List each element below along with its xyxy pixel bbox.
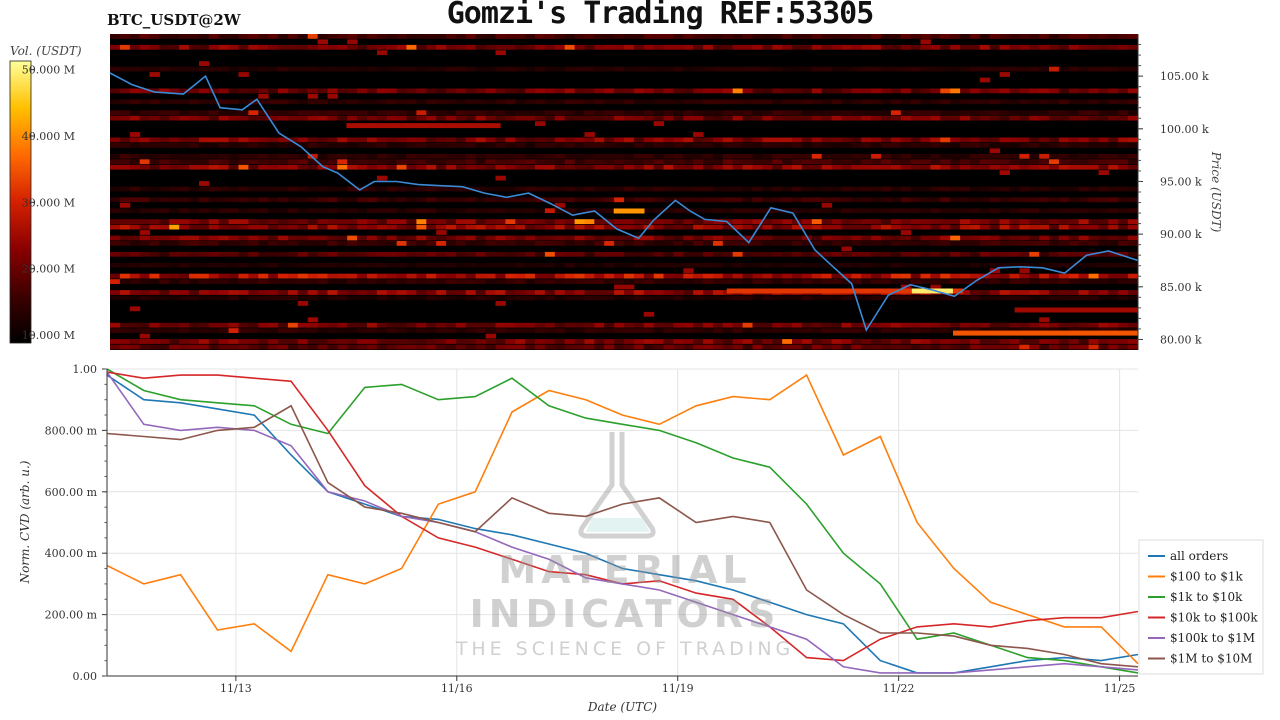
price-tick-label: 95.00 k <box>1160 175 1202 188</box>
cvd-y-tick-label: 800.00 m <box>45 424 98 437</box>
legend-label: $10k to $100k <box>1170 611 1258 625</box>
heatmap-cells <box>110 34 1139 350</box>
cvd-line--100-to-1k <box>106 373 1139 665</box>
legend-label: $100 to $1k <box>1170 570 1243 584</box>
cvd-line--1k-to-10k <box>106 368 1139 674</box>
chart-subtitle: BTC_USDT@2W <box>107 11 241 29</box>
chart-title: Gomzi's Trading REF:53305 <box>446 0 875 31</box>
legend-label: all orders <box>1170 549 1228 563</box>
cvd-x-tick-label: 11/16 <box>441 682 473 695</box>
price-tick-label: 100.00 k <box>1160 123 1209 136</box>
cvd-panel: 0.00 200.00 m 400.00 m 600.00 m 800.00 m 1.00… <box>18 363 1264 714</box>
cvd-x-tick-label: 11/19 <box>662 682 694 695</box>
watermark-flask-icon <box>578 432 656 539</box>
colorbar-title: Vol. (USDT) <box>10 44 82 58</box>
colorbar-tick-label: 20.000 M <box>22 263 75 276</box>
cvd-x-tick-label: 11/25 <box>1104 682 1136 695</box>
price-tick-label: 90.00 k <box>1160 228 1202 241</box>
legend-label: $1M to $10M <box>1170 652 1252 666</box>
cvd-y-tick-label: 400.00 m <box>45 547 98 560</box>
cvd-y-axis-title: Norm. CVD (arb. u.) <box>18 460 32 584</box>
heatmap-hot-band <box>726 288 964 294</box>
colorbar-tick-label: 30.000 M <box>22 196 75 209</box>
heatmap-panel: 80.00 k 85.00 k 90.00 k 95.00 k 100.00 k 105.… <box>109 34 1223 350</box>
heatmap-hot-band <box>911 288 953 294</box>
legend-label: $100k to $1M <box>1170 631 1255 645</box>
heatmap-hot-band <box>953 330 1138 336</box>
cvd-y-tick-label: 600.00 m <box>45 486 98 499</box>
cvd-x-tick-label: 11/13 <box>220 682 252 695</box>
price-axis-title: Price (USDT) <box>1209 151 1223 233</box>
heatmap-hot-band <box>613 208 645 214</box>
cvd-y-tick-label: 200.00 m <box>45 609 98 622</box>
cvd-x-axis-title: Date (UTC) <box>587 700 657 714</box>
colorbar-tick-label: 10.000 M <box>22 329 75 342</box>
price-tick-label: 80.00 k <box>1160 333 1202 346</box>
cvd-line-all-orders <box>106 374 1139 674</box>
cvd-line--1m-to-10m <box>106 404 1139 668</box>
colorbar-tick-label: 40.000 M <box>22 130 75 143</box>
cvd-y-tick-label: 0.00 <box>73 670 98 683</box>
colorbar-tick-label: 50.000 M <box>22 64 75 77</box>
cvd-legend: all orders $100 to $1k $1k to $10k $10k to … <box>1138 539 1264 675</box>
cvd-x-tick-label: 11/22 <box>883 682 915 695</box>
price-line <box>109 72 1139 332</box>
colorbar: 10.000 M 20.000 M 30.000 M 40.000 M 50.000 M <box>9 60 75 344</box>
heatmap-hot-band <box>346 123 501 129</box>
legend-label: $1k to $10k <box>1170 590 1243 604</box>
price-tick-label: 105.00 k <box>1160 70 1209 83</box>
cvd-y-tick-label: 1.00 <box>73 363 98 376</box>
heatmap-hot-band <box>1014 307 1138 313</box>
legend-box <box>1138 539 1264 675</box>
price-tick-label: 85.00 k <box>1160 281 1202 294</box>
cvd-line--100k-to-1m <box>106 371 1139 674</box>
